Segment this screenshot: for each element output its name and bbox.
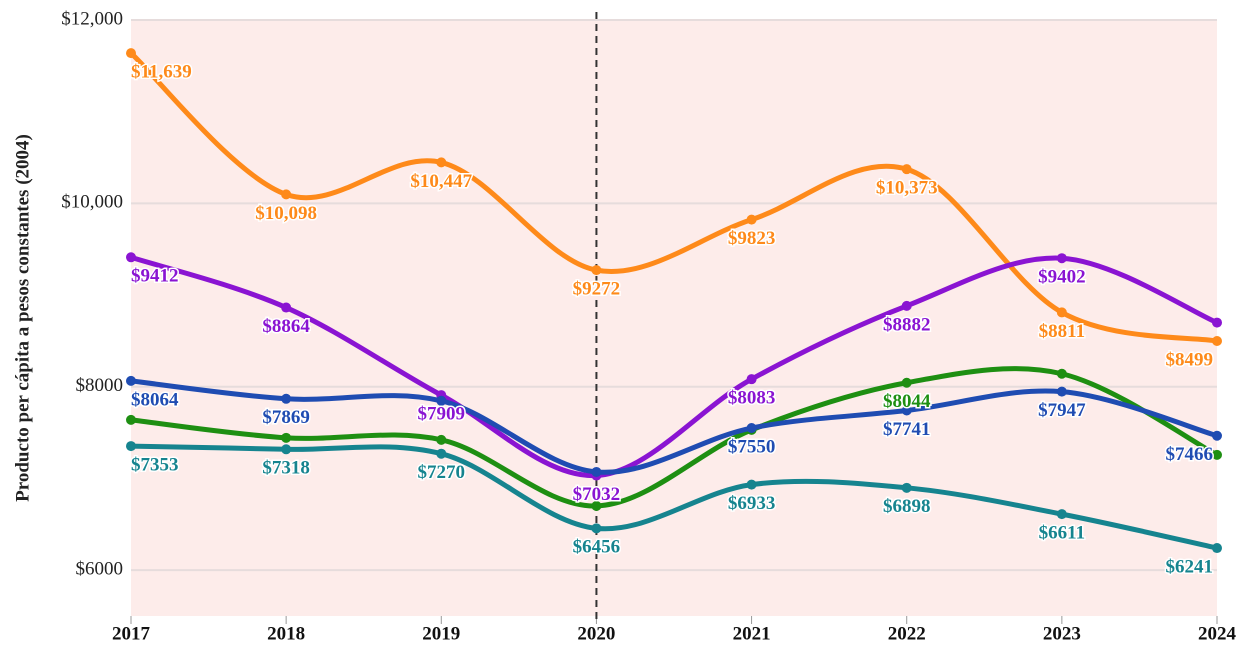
x-tick-label: 2017: [112, 623, 151, 644]
data-point: [436, 395, 447, 406]
data-label: $6898: [883, 496, 931, 517]
data-label: $6933: [728, 493, 776, 514]
data-label: $6241: [1166, 556, 1214, 577]
data-point: [126, 48, 136, 59]
data-label: $9402: [1038, 267, 1086, 288]
data-label: $7947: [1038, 400, 1086, 421]
data-point: [901, 377, 912, 388]
data-label: $7032: [573, 484, 621, 505]
data-point: [281, 302, 292, 313]
data-point: [126, 414, 136, 425]
data-label: $6456: [573, 537, 621, 558]
data-label: $8499: [1166, 349, 1214, 370]
data-label: $7270: [418, 462, 466, 483]
y-tick-label: $8000: [76, 375, 124, 396]
x-tick-label: 2021: [733, 623, 771, 644]
x-tick-label: 2020: [577, 623, 615, 644]
data-point: [436, 434, 447, 445]
data-point: [901, 405, 912, 416]
data-point: [1056, 368, 1067, 379]
data-point: [746, 423, 757, 434]
data-point: [436, 448, 447, 459]
data-label: $7869: [262, 407, 310, 428]
data-point: [126, 441, 136, 452]
data-label: $10,098: [255, 203, 317, 224]
data-label: $7353: [131, 454, 179, 475]
data-point: [1212, 449, 1222, 460]
data-label: $8044: [883, 391, 931, 412]
data-label: $10,447: [410, 171, 472, 192]
data-point: [1056, 253, 1067, 264]
data-label: $8882: [883, 314, 931, 335]
data-point: [1212, 543, 1222, 554]
data-label: $10,373: [876, 178, 938, 199]
y-tick-label: $12,000: [61, 8, 123, 29]
data-point: [591, 265, 602, 276]
series-line: [128, 254, 1220, 479]
y-tick-label: $10,000: [61, 192, 123, 213]
data-label: $8864: [262, 316, 310, 337]
data-label: $6611: [1039, 522, 1085, 543]
data-point: [281, 444, 292, 455]
data-label: $8083: [728, 388, 776, 409]
data-point: [901, 482, 912, 493]
series-line: [128, 443, 1220, 551]
data-point: [746, 214, 757, 225]
data-point: [1056, 307, 1067, 318]
data-label: $7741: [883, 419, 931, 440]
data-label: $11,639: [131, 61, 192, 82]
data-point: [746, 479, 757, 490]
data-label: $7466: [1166, 444, 1214, 465]
data-label: $7550: [728, 436, 776, 457]
data-point: [126, 252, 136, 263]
data-label: $9272: [573, 278, 621, 299]
data-point: [901, 300, 912, 311]
data-point: [281, 189, 292, 200]
data-point: [1212, 430, 1222, 441]
data-point: [1212, 317, 1222, 328]
series-line: [128, 50, 1220, 344]
y-tick-label: $6000: [76, 559, 124, 580]
data-point: [126, 375, 136, 386]
data-label: $8811: [1039, 321, 1085, 342]
x-tick-label: 2022: [888, 623, 926, 644]
data-point: [591, 466, 602, 477]
data-label: $9412: [131, 266, 179, 287]
data-point: [1212, 336, 1222, 347]
data-point: [281, 432, 292, 443]
x-tick-label: 2019: [422, 623, 460, 644]
data-point: [591, 523, 602, 534]
x-tick-label: 2023: [1043, 623, 1081, 644]
data-point: [281, 393, 292, 404]
data-label: $9823: [728, 228, 776, 249]
data-point: [436, 157, 447, 168]
series-line: [128, 366, 1220, 509]
series-line: [128, 378, 1220, 475]
data-point: [591, 500, 602, 511]
data-point: [901, 164, 912, 175]
data-label: $7318: [262, 458, 310, 479]
data-point: [1056, 509, 1067, 520]
y-axis-label: Producto per cápita a pesos constantes (…: [12, 134, 33, 502]
x-tick-label: 2018: [267, 623, 305, 644]
data-label: $7909: [418, 403, 466, 424]
x-tick-label: 2024: [1198, 623, 1237, 644]
data-point: [746, 374, 757, 385]
data-label: $8064: [131, 389, 179, 410]
data-point: [1056, 386, 1067, 397]
